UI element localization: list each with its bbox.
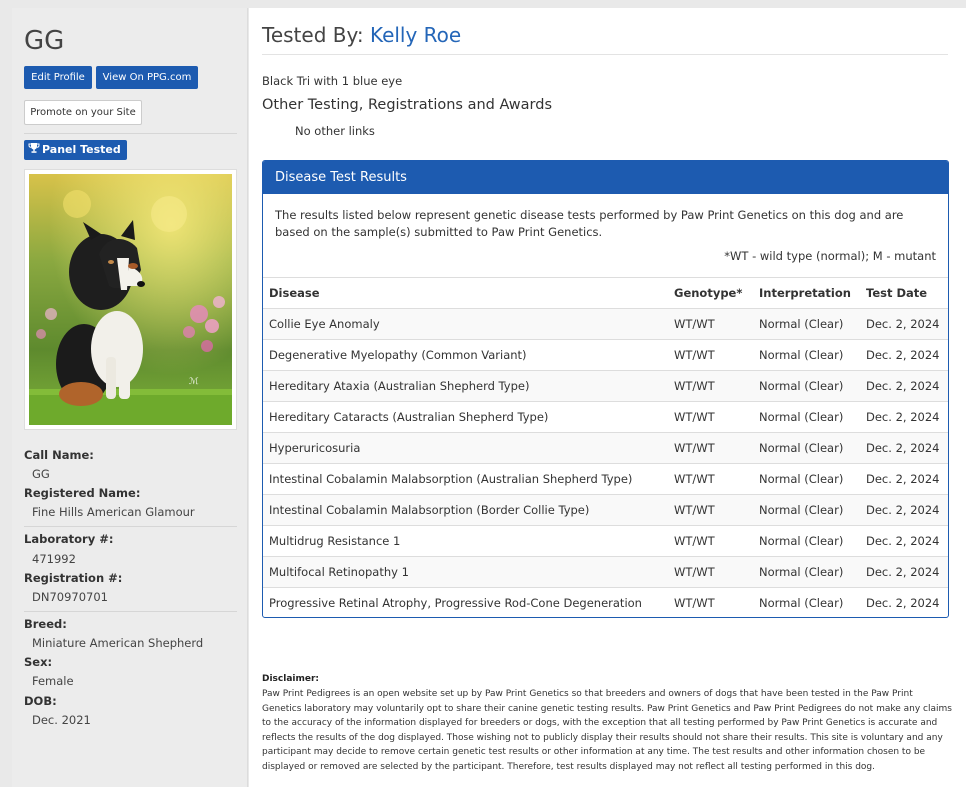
table-row: Collie Eye Anomaly WT/WT Normal (Clear) Dec… bbox=[263, 308, 948, 340]
column-header-genotype: Genotype* bbox=[668, 277, 753, 309]
column-header-interpretation: Interpretation bbox=[753, 277, 860, 309]
divider bbox=[24, 526, 237, 527]
interpretation-cell: Normal (Clear) bbox=[753, 401, 860, 433]
test-date-cell: Dec. 2, 2024 bbox=[860, 525, 948, 557]
interpretation-cell: Normal (Clear) bbox=[753, 587, 860, 617]
test-date-cell: Dec. 2, 2024 bbox=[860, 432, 948, 464]
tested-by-heading: Tested By: Kelly Roe bbox=[262, 23, 461, 47]
disease-results-title: Disease Test Results bbox=[263, 161, 948, 194]
registration-number-label: Registration #: bbox=[24, 571, 123, 585]
registration-number-value: DN70970701 bbox=[32, 590, 108, 604]
disease-cell: Hyperuricosuria bbox=[263, 432, 668, 464]
panel-tested-badge: Panel Tested bbox=[24, 140, 127, 160]
table-row: Progressive Retinal Atrophy, Progressive… bbox=[263, 587, 948, 617]
genotype-cell: WT/WT bbox=[668, 370, 753, 402]
breed-label: Breed: bbox=[24, 617, 67, 631]
svg-text:ℳ: ℳ bbox=[189, 377, 199, 387]
interpretation-cell: Normal (Clear) bbox=[753, 308, 860, 340]
genotype-cell: WT/WT bbox=[668, 308, 753, 340]
genotype-cell: WT/WT bbox=[668, 432, 753, 464]
disease-cell: Multidrug Resistance 1 bbox=[263, 525, 668, 557]
interpretation-cell: Normal (Clear) bbox=[753, 370, 860, 402]
disease-cell: Multifocal Retinopathy 1 bbox=[263, 556, 668, 588]
divider bbox=[24, 611, 237, 612]
interpretation-cell: Normal (Clear) bbox=[753, 463, 860, 495]
disease-cell: Intestinal Cobalamin Malabsorption (Aust… bbox=[263, 463, 668, 495]
dog-photo: ℳ bbox=[24, 169, 237, 430]
genotype-cell: WT/WT bbox=[668, 525, 753, 557]
divider bbox=[24, 133, 237, 134]
interpretation-cell: Normal (Clear) bbox=[753, 339, 860, 371]
interpretation-cell: Normal (Clear) bbox=[753, 556, 860, 588]
disease-cell: Degenerative Myelopathy (Common Variant) bbox=[263, 339, 668, 371]
table-row: Degenerative Myelopathy (Common Variant)… bbox=[263, 339, 948, 371]
dog-description: Black Tri with 1 blue eye bbox=[262, 74, 403, 88]
tested-by-label: Tested By: bbox=[262, 23, 364, 47]
test-date-cell: Dec. 2, 2024 bbox=[860, 463, 948, 495]
genotype-cell: WT/WT bbox=[668, 556, 753, 588]
edit-profile-button[interactable]: Edit Profile bbox=[24, 66, 92, 89]
disclaimer-title: Disclaimer: bbox=[262, 674, 320, 684]
interpretation-cell: Normal (Clear) bbox=[753, 525, 860, 557]
test-date-cell: Dec. 2, 2024 bbox=[860, 370, 948, 402]
disease-cell: Intestinal Cobalamin Malabsorption (Bord… bbox=[263, 494, 668, 526]
call-name-value: GG bbox=[32, 467, 50, 481]
main-content: Tested By: Kelly Roe Black Tri with 1 bl… bbox=[249, 8, 966, 787]
breed-value: Miniature American Shepherd bbox=[32, 636, 204, 650]
genotype-cell: WT/WT bbox=[668, 587, 753, 617]
disease-cell: Collie Eye Anomaly bbox=[263, 308, 668, 340]
disclaimer-text: Paw Print Pedigrees is an open website s… bbox=[262, 689, 952, 772]
registered-name-label: Registered Name: bbox=[24, 486, 141, 500]
interpretation-cell: Normal (Clear) bbox=[753, 494, 860, 526]
test-date-cell: Dec. 2, 2024 bbox=[860, 494, 948, 526]
column-header-test-date: Test Date bbox=[860, 277, 948, 309]
dog-photo-image: ℳ bbox=[29, 174, 232, 425]
interpretation-cell: Normal (Clear) bbox=[753, 432, 860, 464]
dob-label: DOB: bbox=[24, 694, 57, 708]
disease-cell: Progressive Retinal Atrophy, Progressive… bbox=[263, 587, 668, 617]
genotype-cell: WT/WT bbox=[668, 339, 753, 371]
call-name-label: Call Name: bbox=[24, 448, 94, 462]
view-on-ppg-button[interactable]: View On PPG.com bbox=[96, 66, 198, 89]
promote-site-button[interactable]: Promote on your Site bbox=[24, 100, 142, 125]
disease-cell: Hereditary Ataxia (Australian Shepherd T… bbox=[263, 370, 668, 402]
disease-cell: Hereditary Cataracts (Australian Shepher… bbox=[263, 401, 668, 433]
laboratory-number-value: 471992 bbox=[32, 552, 76, 566]
table-row: Hereditary Ataxia (Australian Shepherd T… bbox=[263, 370, 948, 402]
registered-name-value: Fine Hills American Glamour bbox=[32, 505, 195, 519]
table-row: Hyperuricosuria WT/WT Normal (Clear) Dec. 2… bbox=[263, 432, 948, 464]
column-header-disease: Disease bbox=[263, 277, 668, 309]
sidebar: GG Edit Profile View On PPG.com Promote … bbox=[12, 8, 248, 787]
test-date-cell: Dec. 2, 2024 bbox=[860, 401, 948, 433]
dog-name-title: GG bbox=[24, 26, 65, 56]
laboratory-number-label: Laboratory #: bbox=[24, 532, 114, 546]
table-header-row: Disease Genotype* Interpretation Test Da… bbox=[263, 277, 948, 309]
genotype-legend: *WT - wild type (normal); M - mutant bbox=[724, 249, 936, 263]
disease-results-panel: Disease Test Results The results listed … bbox=[262, 160, 949, 618]
test-date-cell: Dec. 2, 2024 bbox=[860, 556, 948, 588]
genotype-cell: WT/WT bbox=[668, 401, 753, 433]
test-date-cell: Dec. 2, 2024 bbox=[860, 339, 948, 371]
no-other-links-text: No other links bbox=[295, 124, 375, 138]
table-row: Hereditary Cataracts (Australian Shepher… bbox=[263, 401, 948, 433]
table-row: Multifocal Retinopathy 1 WT/WT Normal (Cle… bbox=[263, 556, 948, 588]
sex-value: Female bbox=[32, 674, 74, 688]
trophy-icon bbox=[28, 141, 40, 153]
genotype-cell: WT/WT bbox=[668, 494, 753, 526]
other-testing-heading: Other Testing, Registrations and Awards bbox=[262, 97, 553, 113]
table-row: Intestinal Cobalamin Malabsorption (Bord… bbox=[263, 494, 948, 526]
divider bbox=[262, 54, 948, 55]
test-date-cell: Dec. 2, 2024 bbox=[860, 587, 948, 617]
tester-name-link[interactable]: Kelly Roe bbox=[369, 23, 462, 47]
table-row: Intestinal Cobalamin Malabsorption (Aust… bbox=[263, 463, 948, 495]
table-row: Multidrug Resistance 1 WT/WT Normal (Clear… bbox=[263, 525, 948, 557]
sex-label: Sex: bbox=[24, 655, 53, 669]
dob-value: Dec. 2021 bbox=[32, 713, 91, 727]
test-date-cell: Dec. 2, 2024 bbox=[860, 308, 948, 340]
genotype-cell: WT/WT bbox=[668, 463, 753, 495]
results-intro: The results listed below represent genet… bbox=[275, 208, 904, 239]
disease-results-table: Disease Genotype* Interpretation Test Da… bbox=[263, 277, 948, 617]
badge-label: Panel Tested bbox=[42, 143, 121, 156]
